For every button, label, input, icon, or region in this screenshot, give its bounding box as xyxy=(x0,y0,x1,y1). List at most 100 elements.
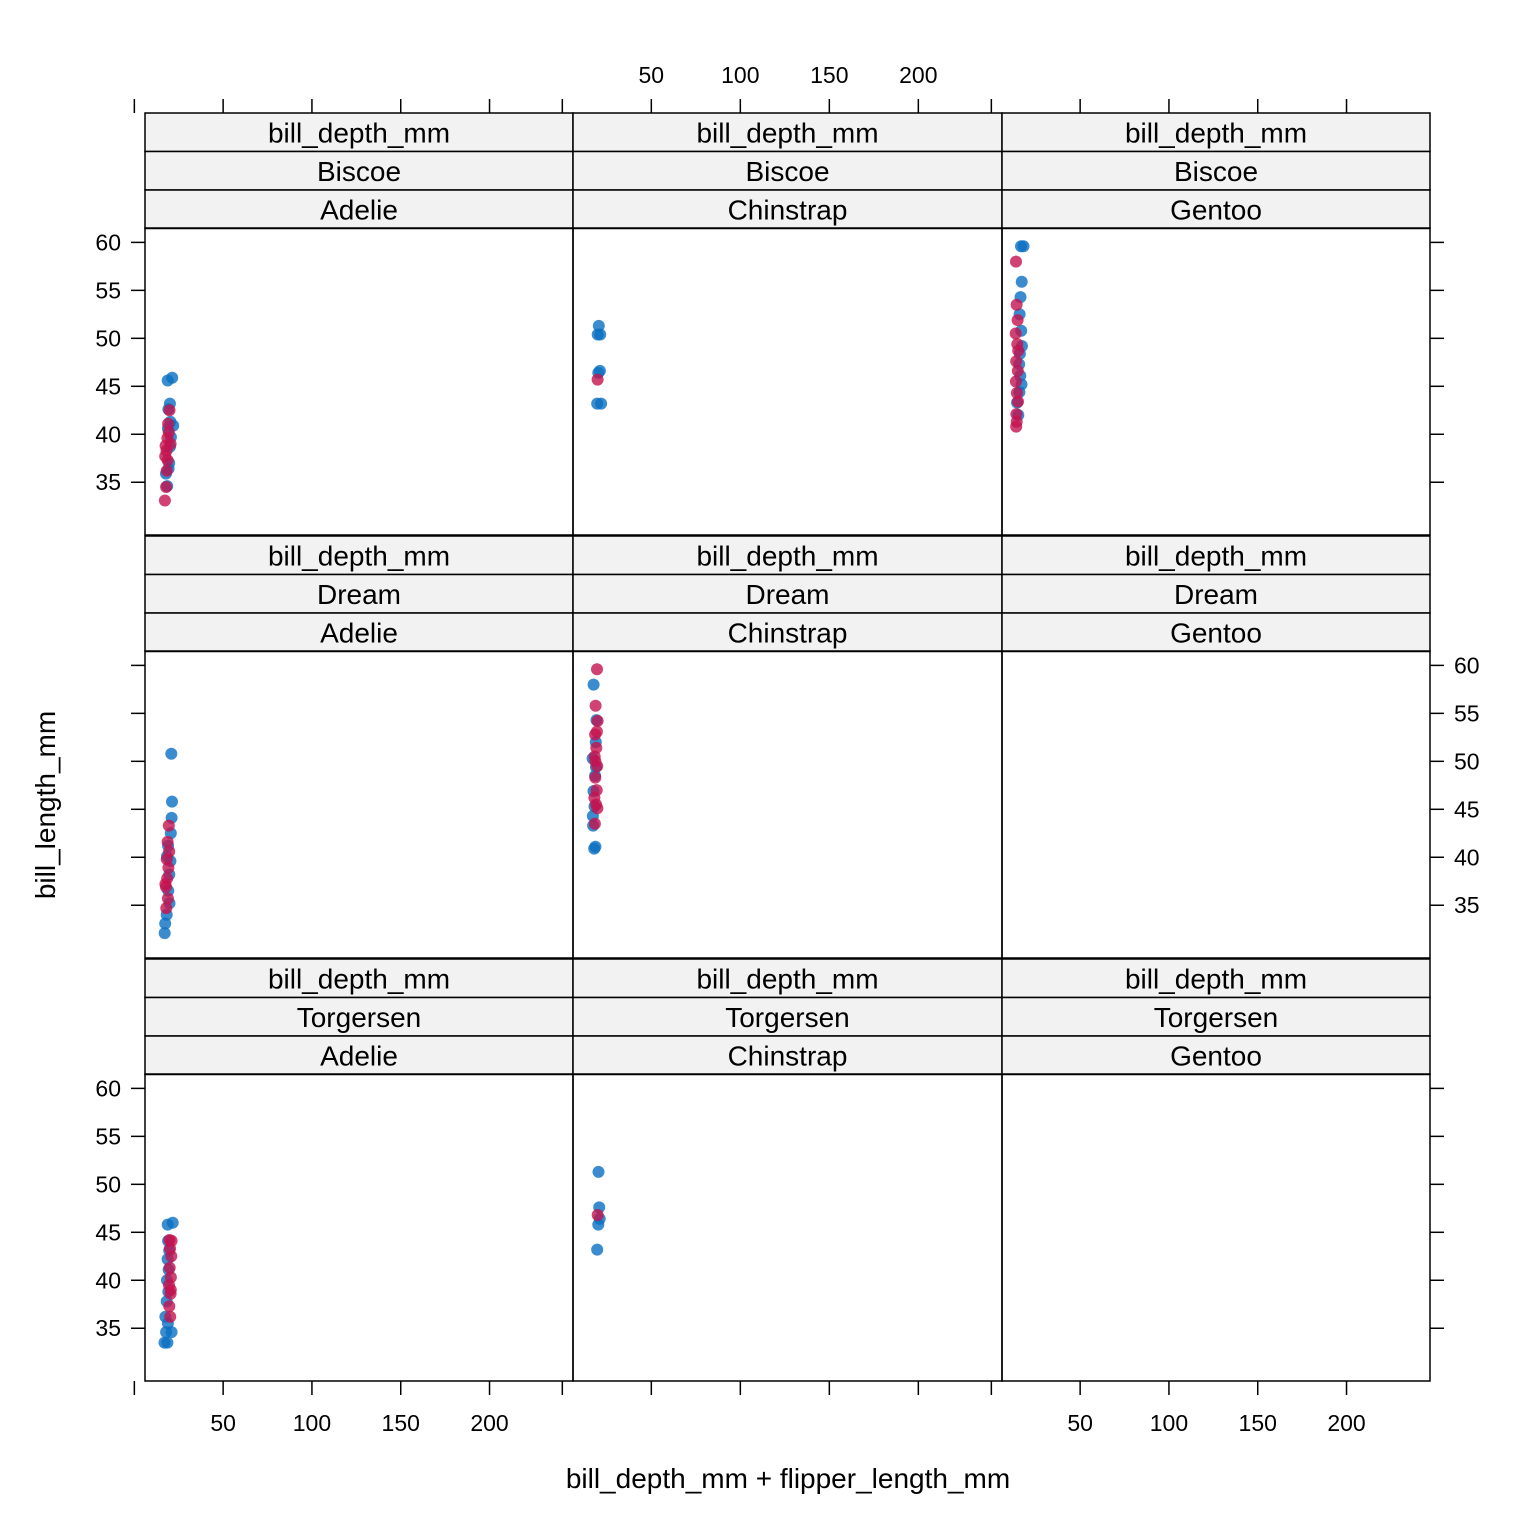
point-female xyxy=(591,715,604,727)
point-female xyxy=(162,426,175,439)
panel-dream-adelie: bill_depth_mm Dream Adelie xyxy=(144,535,574,959)
point-male xyxy=(1017,240,1030,253)
strip-island-label: Torgersen xyxy=(1154,1002,1279,1033)
y-tick-label: 45 xyxy=(1454,796,1480,822)
strip-species-box xyxy=(572,189,1003,230)
y-tick-label: 60 xyxy=(95,1075,121,1101)
x-tick-label-top: 150 xyxy=(810,62,848,88)
strip-variable-label: bill_depth_mm xyxy=(1125,964,1307,995)
strip-variable-label: bill_depth_mm xyxy=(1125,118,1307,149)
strip-variable-box xyxy=(144,958,574,999)
point-female xyxy=(159,878,172,891)
strip-species-label: Gentoo xyxy=(1170,1041,1262,1072)
strip-island-box xyxy=(1001,150,1431,191)
x-tick-label-bottom: 150 xyxy=(1239,1410,1277,1436)
panel-torgersen-gentoo: bill_depth_mm Torgersen Gentoo xyxy=(1001,958,1431,1382)
point-male xyxy=(1015,275,1028,288)
point-female xyxy=(161,835,174,848)
strip-species-label: Adelie xyxy=(320,1041,398,1072)
strip-species-box xyxy=(572,1035,1003,1076)
y-tick-label: 50 xyxy=(95,325,121,351)
y-tick-label: 60 xyxy=(1454,652,1480,678)
point-female xyxy=(160,902,173,915)
strip-species-label: Gentoo xyxy=(1170,618,1262,649)
strip-island-box xyxy=(144,150,574,191)
point-male xyxy=(591,1243,604,1256)
x-tick-label-bottom: 100 xyxy=(1150,1410,1188,1436)
y-tick-label: 40 xyxy=(95,1267,121,1293)
strip-island-box xyxy=(572,150,1003,191)
point-female xyxy=(590,725,603,738)
point-female xyxy=(1012,395,1024,408)
y-axis-title: bill_length_mm xyxy=(30,711,61,899)
panel-dream-gentoo: bill_depth_mm Dream Gentoo xyxy=(1001,535,1431,959)
point-female xyxy=(1011,364,1024,377)
strip-species-label: Gentoo xyxy=(1170,195,1262,226)
strip-island-label: Biscoe xyxy=(1174,156,1258,187)
panel-frame xyxy=(144,227,574,536)
strip-island-label: Dream xyxy=(745,579,829,610)
point-female xyxy=(160,481,173,493)
x-axis-title: bill_depth_mm + flipper_length_mm xyxy=(566,1463,1010,1494)
point-male xyxy=(166,795,178,808)
point-female xyxy=(591,373,604,386)
point-female xyxy=(1010,355,1023,368)
point-female xyxy=(164,1283,177,1296)
strip-island-label: Dream xyxy=(1174,579,1258,610)
point-female xyxy=(591,1209,604,1221)
point-female xyxy=(165,1234,178,1247)
point-female xyxy=(163,1261,176,1274)
x-tick-label-bottom: 50 xyxy=(210,1410,236,1436)
strip-variable-box xyxy=(1001,958,1431,999)
strip-island-label: Dream xyxy=(317,579,401,610)
panel-torgersen-chinstrap: bill_depth_mm Torgersen Chinstrap xyxy=(572,958,1003,1382)
point-male xyxy=(592,1165,605,1178)
strip-variable-label: bill_depth_mm xyxy=(268,964,450,995)
panel-biscoe-adelie: bill_depth_mm Biscoe Adelie xyxy=(144,112,574,536)
panel-biscoe-chinstrap: bill_depth_mm Biscoe Chinstrap xyxy=(572,112,1003,536)
panel-frame xyxy=(1001,1073,1431,1382)
point-female xyxy=(589,771,602,784)
axes-layer: 35 35 35 40 40 40 45 45 45 50 50 50 55 55 55 60 60 60 50 50… xyxy=(95,62,1479,1436)
point-female xyxy=(163,1300,176,1313)
point-female xyxy=(163,845,176,858)
x-tick-label-bottom: 100 xyxy=(293,1410,331,1436)
point-female xyxy=(1012,344,1025,357)
y-tick-label: 60 xyxy=(95,229,121,255)
panel-frame xyxy=(572,227,1003,536)
point-female xyxy=(1009,375,1022,388)
point-female xyxy=(162,417,175,430)
y-tick-label: 55 xyxy=(1454,700,1480,726)
point-female xyxy=(158,494,171,507)
point-female xyxy=(1010,255,1022,268)
strip-species-box xyxy=(144,612,574,653)
strip-variable-box xyxy=(1001,112,1431,153)
x-tick-label-bottom: 200 xyxy=(1327,1410,1365,1436)
strip-island-label: Biscoe xyxy=(745,156,829,187)
y-tick-label: 40 xyxy=(1454,844,1480,870)
point-male xyxy=(161,1336,174,1349)
point-female xyxy=(160,464,173,477)
point-male xyxy=(165,1326,178,1339)
point-female xyxy=(591,663,603,676)
y-tick-label: 35 xyxy=(95,1315,121,1341)
y-tick-label: 55 xyxy=(95,277,121,303)
point-male xyxy=(166,371,179,384)
point-male xyxy=(589,840,602,853)
strip-island-label: Torgersen xyxy=(297,1002,422,1033)
strip-species-label: Chinstrap xyxy=(728,618,848,649)
point-male xyxy=(165,747,178,760)
y-tick-label: 35 xyxy=(1454,892,1480,918)
strip-species-box xyxy=(1001,189,1431,230)
strip-variable-label: bill_depth_mm xyxy=(1125,541,1307,572)
x-tick-label-top: 50 xyxy=(639,62,665,88)
panel-frame xyxy=(1001,227,1431,536)
point-male xyxy=(166,1216,179,1229)
panel-frame xyxy=(572,650,1003,959)
strip-variable-label: bill_depth_mm xyxy=(696,118,878,149)
y-tick-label: 45 xyxy=(95,1219,121,1245)
point-male xyxy=(158,927,171,940)
panel-frame xyxy=(144,1073,574,1382)
